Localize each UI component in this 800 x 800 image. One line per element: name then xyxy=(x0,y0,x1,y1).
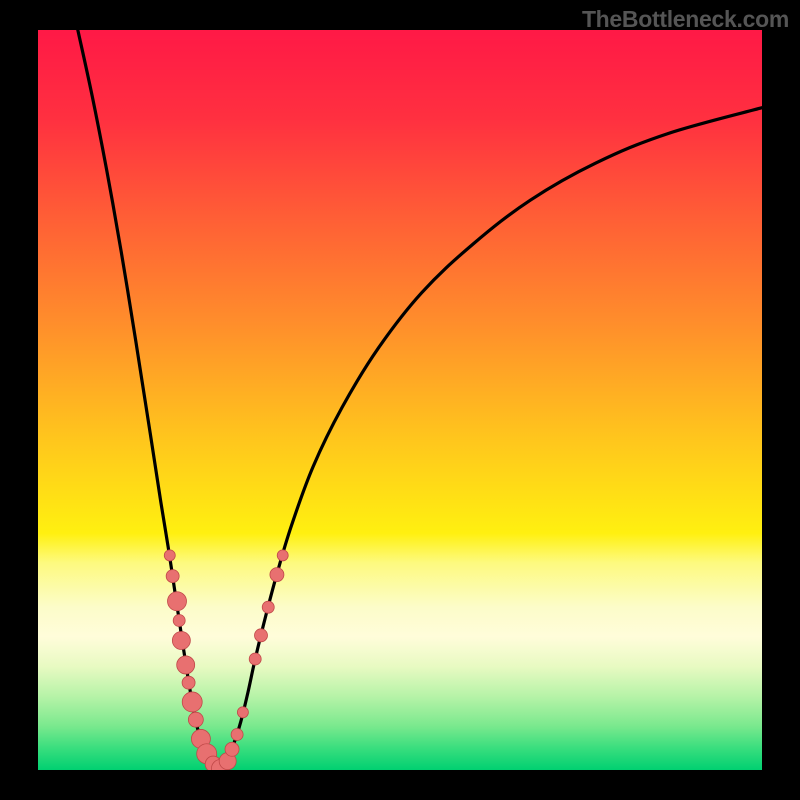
plot-area xyxy=(38,30,762,770)
scatter-point xyxy=(172,632,190,650)
chart-container: TheBottleneck.com xyxy=(0,0,800,800)
scatter-point xyxy=(225,742,239,756)
curve-layer xyxy=(38,30,762,770)
scatter-point xyxy=(249,653,261,665)
scatter-point xyxy=(237,707,248,718)
scatter-point xyxy=(168,592,187,611)
scatter-point xyxy=(164,550,175,561)
scatter-point xyxy=(231,728,243,740)
curve-left-branch xyxy=(78,30,219,770)
scatter-point xyxy=(182,676,195,689)
scatter-point xyxy=(262,601,274,613)
scatter-point xyxy=(277,550,288,561)
scatter-point xyxy=(182,692,202,712)
scatter-point xyxy=(270,568,284,582)
scatter-point xyxy=(173,615,185,627)
curve-right-branch xyxy=(219,108,762,770)
scatter-point xyxy=(254,629,267,642)
watermark-text: TheBottleneck.com xyxy=(582,6,789,33)
scatter-point xyxy=(177,656,195,674)
scatter-point xyxy=(188,712,203,727)
scatter-point xyxy=(166,570,179,583)
